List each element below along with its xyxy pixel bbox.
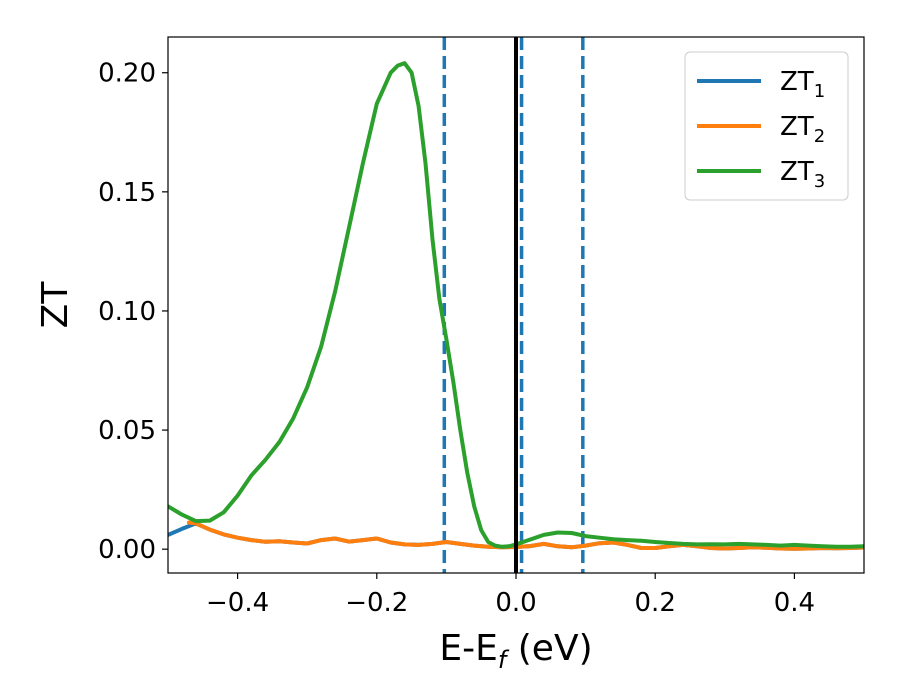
x-axis-label-base: E-E [439,628,497,669]
y-tick-label: 0.05 [98,416,156,446]
x-axis-label-unit: (eV) [506,628,592,669]
y-tick-label: 0.20 [98,59,156,89]
x-tick-label: −0.2 [345,588,408,618]
series-line-2 [186,520,864,551]
x-tick-label: 0.2 [635,588,676,618]
legend-box [684,51,849,201]
y-tick-label: 0.15 [98,178,156,208]
y-tick-label: 0.00 [98,535,156,565]
legend-label-3: ZT3 [780,157,825,192]
x-tick-label: 0.0 [495,588,536,618]
legend: ZT1 ZT2 ZT3 [684,51,849,201]
x-tick-label: 0.4 [774,588,815,618]
y-axis-label: ZT [35,281,76,329]
x-axis: −0.4 −0.2 0.0 0.2 0.4 [206,573,815,618]
x-axis-label: E-Ef (eV) [439,628,592,674]
series-line-3 [168,61,864,549]
y-axis: 0.00 0.05 0.10 0.15 0.20 [98,59,168,565]
legend-label-1: ZT1 [780,67,825,102]
y-tick-label: 0.10 [98,297,156,327]
x-tick-label: −0.4 [206,588,269,618]
legend-label-2: ZT2 [780,112,825,147]
